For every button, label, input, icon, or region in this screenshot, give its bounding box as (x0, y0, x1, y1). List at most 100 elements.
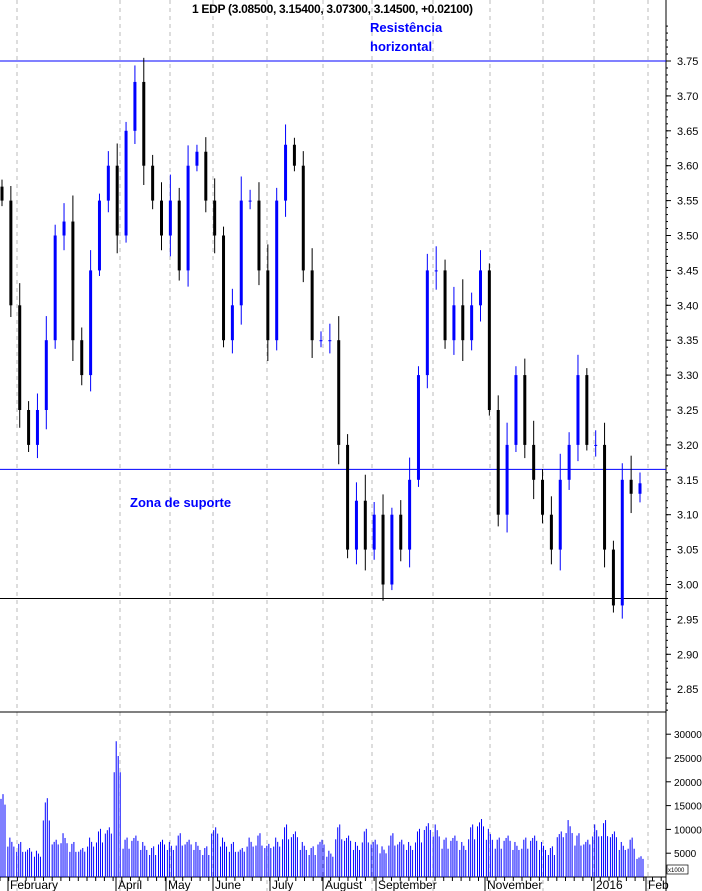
candle-body (319, 340, 323, 342)
candle-body (603, 444, 607, 550)
x-tick-label: June (215, 878, 241, 891)
candle-body (35, 410, 39, 445)
candle-body (9, 200, 13, 306)
candle-body (27, 410, 31, 445)
candle-body (71, 221, 75, 341)
price-tick-label: 3.25 (677, 405, 698, 417)
x-tick-label: May (168, 878, 191, 891)
support-annotation: Zona de suporte (130, 495, 232, 510)
x-tick-label: Feb (648, 878, 669, 891)
candle-body (44, 340, 48, 410)
candle-body (381, 514, 385, 585)
volume-unit-label: x1000 (668, 868, 685, 874)
candle-body (585, 375, 589, 445)
candle-body (275, 200, 279, 341)
x-tick-label: September (378, 878, 437, 891)
price-tick-label: 3.75 (677, 56, 698, 68)
candle-body (213, 200, 217, 236)
candle-body (53, 235, 57, 341)
volume-tick-label: 30000 (674, 730, 702, 741)
price-tick-label: 2.95 (677, 614, 698, 626)
candle-body (346, 444, 350, 550)
price-tick-label: 3.20 (677, 440, 698, 452)
candle-body (408, 479, 412, 550)
candle-body (532, 444, 536, 480)
candle-body (186, 165, 190, 271)
volume-tick-label: 15000 (674, 802, 702, 813)
candle-body (18, 305, 22, 410)
price-tick-label: 2.85 (677, 684, 698, 696)
price-tick-label: 3.70 (677, 91, 698, 103)
candle-body (160, 200, 163, 236)
candle-body (97, 200, 101, 271)
candle-body (354, 500, 358, 550)
x-tick-label: April (118, 878, 142, 891)
candle-body (310, 270, 314, 341)
price-tick-label: 3.45 (677, 265, 698, 277)
candle-body (204, 151, 208, 201)
candle-body (549, 514, 553, 550)
x-tick-label: February (10, 878, 58, 891)
candle-body (399, 514, 403, 550)
volume-tick-label: 10000 (674, 825, 702, 836)
price-tick-label: 3.35 (677, 335, 698, 347)
candle-body (284, 144, 288, 201)
candle-body (523, 375, 527, 445)
candle-body (124, 130, 128, 236)
price-tick-label: 3.65 (677, 126, 698, 138)
candle-body (142, 81, 146, 166)
candle-body (611, 549, 615, 606)
price-tick-label: 3.60 (677, 161, 698, 173)
candle-body (390, 514, 394, 585)
price-tick-label: 3.15 (677, 475, 698, 487)
candle-body (372, 514, 376, 550)
chart-title: 1 EDP (3.08500, 3.15400, 3.07300, 3.1450… (192, 2, 473, 16)
candle-body (567, 444, 571, 480)
x-tick-label: August (325, 878, 363, 891)
candle-body (638, 483, 642, 494)
price-tick-label: 3.50 (677, 231, 698, 243)
candle-body (620, 479, 624, 606)
candle-body (115, 165, 119, 236)
candle-body (301, 165, 305, 271)
candle-body (151, 165, 155, 201)
candle-body (461, 305, 465, 341)
candle-body (195, 151, 199, 166)
candle-body (133, 81, 137, 131)
candle-body (425, 270, 429, 376)
candle-body (363, 500, 367, 550)
candle-body (541, 479, 545, 515)
candle-body (62, 221, 66, 236)
price-tick-label: 3.00 (677, 580, 698, 592)
resistance-annotation: Resistência horizontal (370, 20, 443, 54)
candle-body (230, 305, 234, 341)
candle-body (266, 270, 270, 341)
volume-unit-box (666, 864, 689, 875)
candle-body (168, 200, 172, 236)
candle-body (248, 200, 252, 202)
candle-body (257, 200, 261, 271)
volume-tick-label: 25000 (674, 754, 702, 765)
candle-body (0, 186, 4, 201)
candle-body (629, 479, 633, 494)
candle-body (434, 270, 438, 272)
candle-body (239, 200, 243, 306)
candle-body (443, 270, 447, 341)
x-tick-label: November (487, 878, 542, 891)
price-tick-label: 3.30 (677, 370, 698, 382)
candle-body (576, 375, 580, 445)
candle-body (505, 444, 509, 515)
price-tick-label: 3.55 (677, 196, 698, 208)
price-tick-label: 2.90 (677, 649, 698, 661)
price-tick-label: 3.10 (677, 510, 698, 522)
candle-body (222, 235, 226, 341)
candle-body (470, 305, 474, 341)
candle-body (558, 479, 562, 550)
candle-body (292, 144, 296, 166)
candle-body (514, 375, 518, 445)
candle-body (89, 270, 93, 376)
candle-body (106, 165, 110, 201)
candle-body (80, 340, 84, 376)
candle-body (594, 444, 598, 446)
x-tick-label: 2016 (596, 878, 623, 891)
